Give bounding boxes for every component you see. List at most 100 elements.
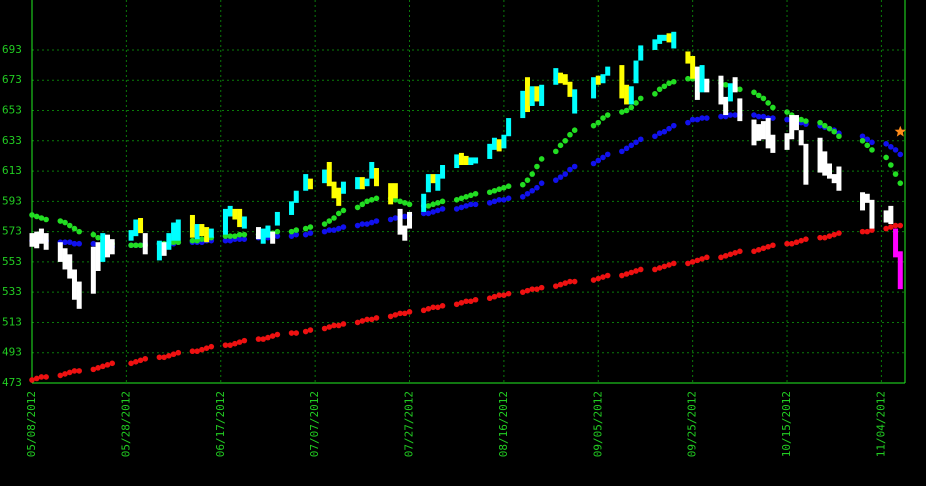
moving-average-dot bbox=[571, 278, 578, 285]
moving-average-dot bbox=[571, 127, 578, 133]
price-bar bbox=[326, 161, 332, 187]
moving-average-dot bbox=[486, 189, 493, 196]
moving-average-dot bbox=[888, 144, 894, 150]
moving-average-dot bbox=[486, 200, 493, 206]
price-bar bbox=[690, 56, 696, 79]
price-bar bbox=[605, 66, 611, 76]
moving-average-dot bbox=[892, 222, 899, 229]
moving-average-dot bbox=[463, 298, 469, 305]
moving-average-dot bbox=[628, 269, 635, 276]
moving-average-dot bbox=[66, 369, 73, 376]
moving-average-dot bbox=[656, 130, 663, 137]
price-bar bbox=[822, 151, 828, 176]
moving-average-dot bbox=[864, 136, 871, 143]
price-bar bbox=[765, 118, 771, 149]
moving-average-dot bbox=[57, 218, 64, 224]
price-bar bbox=[723, 96, 729, 116]
price-bar bbox=[336, 187, 342, 206]
moving-average-dot bbox=[770, 104, 776, 111]
price-bar bbox=[539, 84, 545, 106]
price-bar bbox=[355, 177, 361, 190]
moving-average-dot bbox=[595, 157, 602, 164]
price-bar bbox=[161, 242, 167, 256]
moving-average-dot bbox=[425, 203, 432, 209]
price-bar bbox=[624, 84, 630, 105]
moving-average-dot bbox=[453, 301, 460, 308]
moving-average-dot bbox=[496, 186, 502, 193]
moving-average-dot bbox=[43, 216, 49, 223]
moving-average-dot bbox=[241, 236, 248, 242]
moving-average-dot bbox=[439, 198, 446, 205]
moving-average-dot bbox=[661, 263, 668, 270]
price-bar bbox=[751, 119, 757, 146]
price-bar bbox=[421, 193, 427, 212]
y-tick-label: 693 bbox=[2, 43, 22, 56]
moving-average-dot bbox=[694, 257, 701, 264]
moving-average-dot bbox=[76, 368, 82, 374]
moving-average-dot bbox=[670, 122, 677, 129]
price-bar bbox=[572, 89, 578, 114]
price-bar bbox=[567, 81, 573, 97]
price-bar bbox=[463, 155, 469, 166]
price-bar bbox=[496, 139, 502, 152]
x-tick-label: 11/04/2012 bbox=[874, 391, 887, 457]
moving-average-dot bbox=[453, 197, 460, 203]
price-bar bbox=[171, 222, 177, 241]
moving-average-dot bbox=[652, 133, 658, 140]
moving-average-dot bbox=[897, 180, 904, 186]
moving-average-dot bbox=[666, 125, 672, 132]
moving-average-dot bbox=[222, 233, 229, 239]
moving-average-dot bbox=[33, 375, 40, 382]
price-bar bbox=[105, 234, 111, 258]
price-bar bbox=[38, 228, 44, 244]
y-tick-label: 593 bbox=[2, 194, 22, 207]
moving-average-dot bbox=[364, 198, 370, 205]
moving-average-dot bbox=[590, 122, 597, 129]
price-bar bbox=[888, 205, 894, 225]
moving-average-dot bbox=[265, 334, 271, 341]
moving-average-dot bbox=[619, 109, 625, 115]
moving-average-dot bbox=[529, 286, 536, 292]
moving-average-dot bbox=[519, 289, 526, 295]
moving-average-dot bbox=[397, 198, 403, 205]
moving-average-dot bbox=[656, 86, 663, 93]
moving-average-dot bbox=[883, 154, 889, 161]
price-bar bbox=[67, 254, 73, 279]
price-bar bbox=[307, 178, 313, 190]
moving-average-dot bbox=[501, 197, 507, 203]
moving-average-dot bbox=[76, 228, 82, 235]
moving-average-dot bbox=[62, 371, 68, 377]
moving-average-dot bbox=[326, 324, 333, 330]
moving-average-dot bbox=[194, 348, 200, 355]
price-bar bbox=[133, 219, 139, 237]
moving-average-dot bbox=[331, 215, 337, 221]
moving-average-dot bbox=[505, 195, 512, 202]
moving-average-dot bbox=[760, 113, 767, 120]
moving-average-dot bbox=[628, 142, 635, 149]
price-bar bbox=[128, 230, 134, 241]
moving-average-dot bbox=[590, 277, 597, 283]
moving-average-dot bbox=[803, 118, 809, 124]
price-bar bbox=[397, 208, 403, 235]
moving-average-dot bbox=[364, 221, 370, 227]
moving-average-dot bbox=[633, 100, 639, 106]
moving-average-dot bbox=[553, 177, 559, 183]
moving-average-dot bbox=[652, 266, 658, 273]
moving-average-dot bbox=[288, 233, 295, 239]
moving-average-dot bbox=[373, 195, 380, 202]
moving-average-dot bbox=[90, 231, 97, 238]
y-tick-label: 513 bbox=[2, 315, 22, 328]
moving-average-dot bbox=[571, 163, 578, 170]
moving-average-dot bbox=[359, 201, 366, 208]
moving-average-dot bbox=[718, 113, 724, 120]
moving-average-dot bbox=[765, 100, 771, 106]
moving-average-dot bbox=[798, 237, 804, 244]
price-bar bbox=[671, 31, 677, 49]
price-bar bbox=[520, 90, 526, 119]
moving-average-dot bbox=[189, 348, 196, 355]
moving-average-dot bbox=[718, 254, 724, 261]
moving-average-dot bbox=[888, 162, 894, 168]
moving-average-dot bbox=[260, 336, 267, 342]
price-bar bbox=[340, 181, 346, 194]
